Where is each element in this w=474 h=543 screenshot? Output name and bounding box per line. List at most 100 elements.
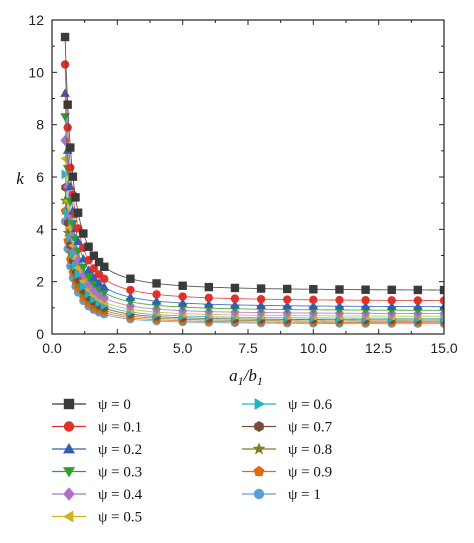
data-point xyxy=(62,227,73,238)
data-point xyxy=(94,278,104,287)
legend-marker xyxy=(254,421,264,432)
data-point xyxy=(73,255,83,267)
series-line xyxy=(64,116,444,311)
y-tick-label: 0 xyxy=(36,326,44,342)
data-point xyxy=(256,294,266,304)
series-psi-0 xyxy=(60,32,444,295)
data-point xyxy=(66,143,75,152)
series-psi-5 xyxy=(60,153,444,322)
data-point xyxy=(283,284,292,294)
data-point xyxy=(308,301,319,310)
data-point xyxy=(309,285,318,294)
legend-label: ψ = 0.8 xyxy=(288,442,332,458)
x-tick-label: 0.0 xyxy=(42,340,62,356)
data-point xyxy=(73,236,83,246)
data-point xyxy=(360,301,371,310)
series-line xyxy=(64,93,444,308)
series-line xyxy=(64,174,444,319)
x-tick-label: 5.0 xyxy=(173,340,193,356)
data-point xyxy=(413,285,423,295)
series-line xyxy=(64,64,444,302)
x-axis-label: a1/b1 xyxy=(229,366,263,388)
series-line xyxy=(64,36,444,291)
legend-label: ψ = 0.4 xyxy=(98,487,143,503)
data-point xyxy=(79,281,89,292)
legend-marker xyxy=(63,398,75,410)
data-point xyxy=(88,280,99,289)
data-point xyxy=(60,60,70,69)
data-point xyxy=(230,283,240,293)
data-point xyxy=(71,193,80,202)
data-point xyxy=(85,288,94,299)
data-point xyxy=(83,273,94,283)
data-point xyxy=(126,274,135,283)
data-point xyxy=(73,208,83,217)
data-point xyxy=(66,163,75,172)
legend-item: ψ = 0.1 xyxy=(52,420,142,436)
legend-item: ψ = 0.8 xyxy=(242,442,332,458)
data-point xyxy=(413,301,423,311)
data-point xyxy=(283,295,292,304)
legend-item: ψ = 0.4 xyxy=(52,487,143,503)
data-point xyxy=(177,298,188,307)
legend-label: ψ = 0.6 xyxy=(288,397,333,413)
y-tick-label: 2 xyxy=(36,274,44,290)
legend-marker xyxy=(253,465,265,477)
data-point xyxy=(152,290,161,299)
legend-label: ψ = 0.3 xyxy=(98,465,142,481)
series-psi-2 xyxy=(60,88,444,311)
y-tick-label: 10 xyxy=(28,64,44,80)
legend-marker xyxy=(63,487,75,501)
data-point xyxy=(89,264,99,273)
series-psi-3 xyxy=(60,113,444,316)
data-point xyxy=(99,289,110,298)
legend-item: ψ = 0.5 xyxy=(52,510,142,526)
x-tick-label: 2.5 xyxy=(108,340,128,356)
legend-label: ψ = 0.2 xyxy=(98,442,142,458)
data-point xyxy=(152,279,161,288)
series-line xyxy=(64,221,444,325)
series-line xyxy=(64,210,444,324)
legend-marker xyxy=(63,443,75,454)
y-tick-label: 12 xyxy=(28,12,44,28)
legend-marker xyxy=(63,467,75,478)
data-point xyxy=(79,229,88,238)
data-point xyxy=(413,296,423,305)
data-point xyxy=(89,284,99,296)
data-point xyxy=(439,296,444,305)
data-point xyxy=(256,284,266,293)
data-point xyxy=(361,296,370,305)
data-point xyxy=(60,134,70,146)
series-psi-1 xyxy=(60,60,444,305)
legend-label: ψ = 0.7 xyxy=(288,420,333,436)
data-point xyxy=(230,300,240,309)
legend-item: ψ = 0.6 xyxy=(242,397,333,413)
y-tick-label: 4 xyxy=(36,221,44,237)
y-axis-label: k xyxy=(16,169,24,188)
data-point xyxy=(99,282,110,291)
data-point xyxy=(84,242,93,251)
legend-label: ψ = 0 xyxy=(98,397,131,413)
data-point xyxy=(282,300,293,310)
data-point xyxy=(69,249,78,259)
data-point xyxy=(178,292,187,301)
data-point xyxy=(335,285,344,294)
data-point xyxy=(125,292,136,301)
data-point xyxy=(256,300,266,309)
plot-frame xyxy=(51,19,445,335)
legend-marker xyxy=(252,442,266,455)
data-point xyxy=(89,251,99,260)
legend-item: ψ = 0.9 xyxy=(242,465,332,481)
data-point xyxy=(74,269,83,280)
data-point xyxy=(439,285,444,295)
data-point xyxy=(94,257,104,267)
data-point xyxy=(204,282,213,292)
data-point xyxy=(386,301,397,311)
data-point xyxy=(63,100,72,109)
plot-area xyxy=(59,32,444,328)
data-point xyxy=(100,262,109,271)
data-point xyxy=(309,295,318,305)
legend-label: ψ = 1 xyxy=(288,487,321,503)
series-line xyxy=(64,200,444,322)
data-point xyxy=(99,292,109,304)
